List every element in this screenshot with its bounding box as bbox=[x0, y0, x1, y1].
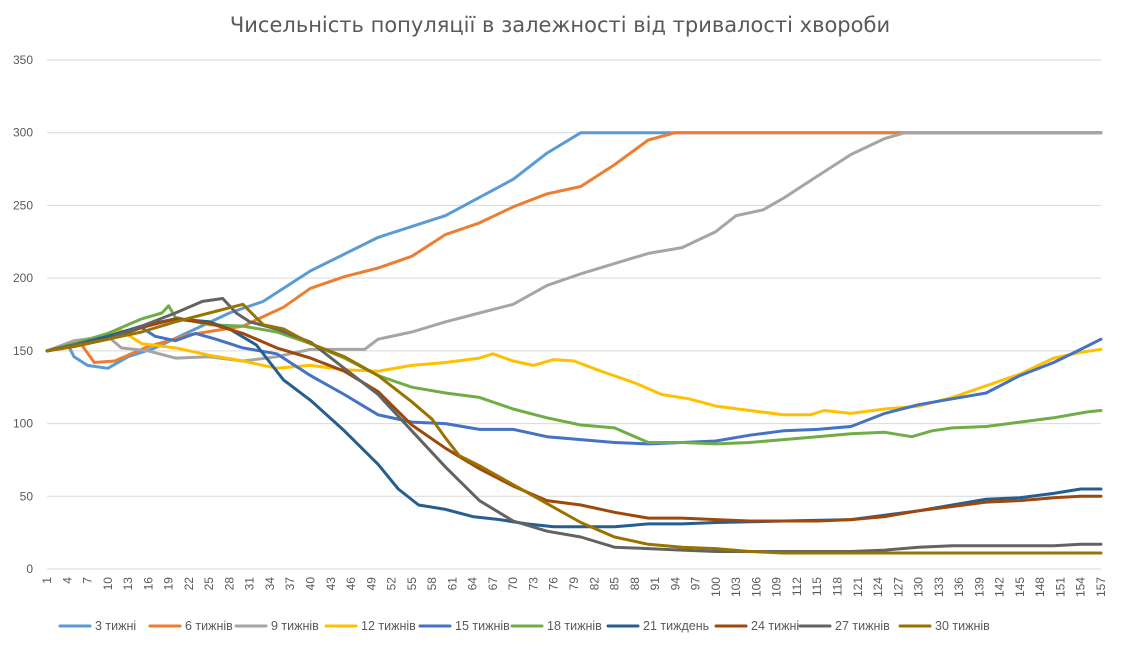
x-tick-label: 43 bbox=[324, 577, 338, 591]
x-tick-label: 70 bbox=[506, 577, 520, 591]
x-tick-label: 19 bbox=[162, 577, 176, 591]
x-tick-label: 34 bbox=[263, 577, 277, 591]
legend-label: 21 тиждень bbox=[643, 619, 709, 633]
x-tick-label: 154 bbox=[1074, 577, 1088, 597]
legend-label: 12 тижнів bbox=[361, 619, 416, 633]
x-tick-label: 73 bbox=[526, 577, 540, 591]
x-tick-label: 97 bbox=[689, 577, 703, 591]
y-tick-label: 200 bbox=[13, 271, 33, 285]
series-lines bbox=[45, 131, 1103, 555]
x-tick-label: 121 bbox=[851, 577, 865, 597]
x-tick-label: 76 bbox=[547, 577, 561, 591]
legend-label: 24 тижні bbox=[751, 619, 799, 633]
x-tick-label: 139 bbox=[972, 577, 986, 597]
legend-item: 15 тижнів bbox=[418, 619, 510, 633]
y-tick-label: 50 bbox=[20, 489, 34, 503]
legend-label: 6 тижнів bbox=[185, 619, 233, 633]
legend-item: 21 тиждень bbox=[606, 619, 709, 633]
series-line-3 bbox=[45, 131, 1103, 363]
x-tick-label: 13 bbox=[121, 577, 135, 591]
y-tick-label: 0 bbox=[26, 562, 33, 576]
legend-label: 3 тижні bbox=[95, 619, 136, 633]
legend-item: 27 тижнів bbox=[798, 619, 890, 633]
legend-item: 30 тижнів bbox=[898, 619, 990, 633]
x-tick-label: 64 bbox=[466, 577, 480, 591]
legend-label: 9 тижнів bbox=[271, 619, 319, 633]
x-axis-ticks: 1 4 7 10 13 16 19 22 25 28 31 34 37 40 43 46 49 52 55 58 61 6… bbox=[40, 577, 1108, 597]
x-tick-label: 94 bbox=[668, 577, 682, 591]
y-axis-ticks: 0 50 100 150 200 250 300 350 bbox=[13, 53, 33, 576]
legend-item: 24 тижні bbox=[714, 619, 799, 633]
x-tick-label: 55 bbox=[405, 577, 419, 591]
x-tick-label: 49 bbox=[364, 577, 378, 591]
x-tick-label: 58 bbox=[425, 577, 439, 591]
x-tick-label: 112 bbox=[790, 577, 804, 596]
x-tick-label: 136 bbox=[952, 577, 966, 597]
x-tick-label: 40 bbox=[304, 577, 318, 591]
series-line-2 bbox=[45, 131, 1103, 364]
x-tick-label: 46 bbox=[344, 577, 358, 591]
x-tick-label: 106 bbox=[749, 577, 763, 597]
series-line-4 bbox=[45, 329, 1103, 417]
x-tick-label: 79 bbox=[567, 577, 581, 591]
y-tick-label: 300 bbox=[13, 126, 33, 140]
y-tick-label: 250 bbox=[13, 198, 33, 212]
x-tick-label: 100 bbox=[709, 577, 723, 597]
x-tick-label: 151 bbox=[1053, 577, 1067, 597]
x-tick-label: 52 bbox=[385, 577, 399, 591]
x-tick-label: 109 bbox=[770, 577, 784, 597]
legend-label: 15 тижнів bbox=[455, 619, 510, 633]
x-tick-label: 115 bbox=[810, 577, 824, 596]
x-tick-label: 148 bbox=[1033, 577, 1047, 597]
legend-label: 27 тижнів bbox=[835, 619, 890, 633]
x-tick-label: 82 bbox=[587, 577, 601, 591]
x-tick-label: 1 bbox=[40, 577, 54, 584]
x-tick-label: 127 bbox=[891, 577, 905, 597]
x-tick-label: 61 bbox=[445, 577, 459, 591]
x-tick-label: 103 bbox=[729, 577, 743, 597]
x-tick-label: 31 bbox=[243, 577, 257, 591]
series-line-5 bbox=[45, 326, 1103, 446]
x-tick-label: 130 bbox=[912, 577, 926, 597]
series-line-6 bbox=[45, 304, 1103, 446]
x-tick-label: 91 bbox=[648, 577, 662, 591]
x-tick-label: 28 bbox=[222, 577, 236, 591]
x-tick-label: 88 bbox=[628, 577, 642, 591]
x-tick-label: 142 bbox=[993, 577, 1007, 597]
legend-label: 30 тижнів bbox=[935, 619, 990, 633]
chart-title: Чисельність популяції в залежності від т… bbox=[230, 13, 890, 37]
legend: 3 тижні 6 тижнів 9 тижнів 12 тижнів 15 тижні… bbox=[58, 619, 990, 633]
legend-item: 18 тижнів bbox=[510, 619, 602, 633]
x-tick-label: 16 bbox=[141, 577, 155, 591]
x-tick-label: 4 bbox=[60, 577, 74, 584]
series-line-8 bbox=[45, 317, 1103, 523]
legend-item: 9 тижнів bbox=[234, 619, 319, 633]
x-tick-label: 133 bbox=[932, 577, 946, 597]
y-tick-label: 150 bbox=[13, 344, 33, 358]
y-tick-label: 100 bbox=[13, 417, 33, 431]
x-tick-label: 25 bbox=[202, 577, 216, 591]
x-tick-label: 85 bbox=[608, 577, 622, 591]
series-line-9 bbox=[45, 297, 1103, 553]
x-tick-label: 10 bbox=[101, 577, 115, 591]
x-tick-label: 37 bbox=[283, 577, 297, 591]
x-tick-label: 118 bbox=[831, 577, 845, 596]
x-tick-label: 145 bbox=[1013, 577, 1027, 597]
x-tick-label: 124 bbox=[871, 577, 885, 597]
legend-item: 6 тижнів bbox=[148, 619, 233, 633]
legend-label: 18 тижнів bbox=[547, 619, 602, 633]
x-tick-label: 7 bbox=[81, 577, 95, 584]
x-tick-label: 22 bbox=[182, 577, 196, 591]
legend-item: 12 тижнів bbox=[324, 619, 416, 633]
x-tick-label: 157 bbox=[1094, 577, 1108, 597]
y-tick-label: 350 bbox=[13, 53, 33, 67]
series-line-10 bbox=[45, 302, 1103, 555]
legend-item: 3 тижні bbox=[58, 619, 136, 633]
x-tick-label: 67 bbox=[486, 577, 500, 591]
